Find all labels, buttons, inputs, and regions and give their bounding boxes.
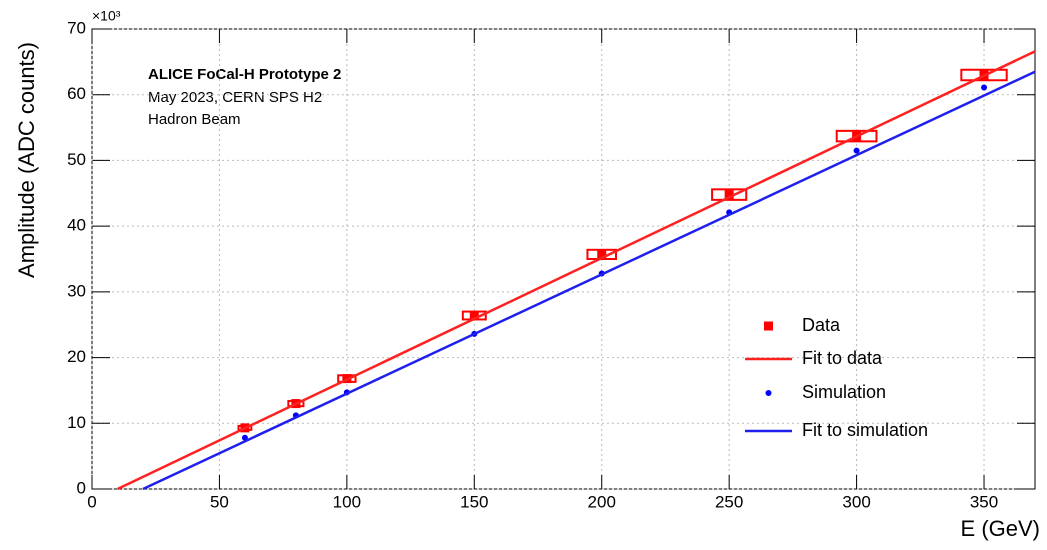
- x-axis-label: E (GeV): [961, 516, 1040, 541]
- legend-label: Simulation: [802, 382, 886, 402]
- legend-label: Fit to data: [802, 348, 883, 368]
- x-tick-label: 0: [87, 492, 96, 511]
- x-tick-label: 150: [460, 492, 488, 511]
- error-box: [835, 129, 878, 143]
- y-tick-label: 0: [77, 478, 86, 497]
- fit-line: [116, 50, 1036, 491]
- data-point: [853, 147, 860, 154]
- y-tick-label: 30: [67, 281, 86, 300]
- error-box: [711, 188, 748, 201]
- error-box: [960, 68, 1008, 82]
- x-tick-label: 200: [588, 492, 616, 511]
- annotation: ALICE FoCal-H Prototype 2: [148, 66, 341, 83]
- data-point: [469, 311, 479, 321]
- annotation: May 2023, CERN SPS H2: [148, 89, 322, 106]
- x-tick-label: 250: [715, 492, 743, 511]
- x-tick-label: 350: [970, 492, 998, 511]
- data-point: [597, 249, 607, 259]
- y-multiplier: ×10³: [92, 8, 121, 24]
- x-tick-label: 100: [333, 492, 361, 511]
- annotation: Hadron Beam: [148, 111, 241, 128]
- x-tick-label: 300: [842, 492, 870, 511]
- legend-label: Data: [802, 315, 841, 335]
- legend-swatch: [765, 390, 772, 396]
- y-tick-label: 40: [67, 216, 86, 235]
- data-point: [724, 190, 734, 200]
- data-point: [981, 84, 988, 91]
- legend-swatch: [764, 321, 773, 331]
- y-tick-label: 10: [67, 413, 86, 432]
- y-tick-label: 60: [67, 84, 86, 103]
- y-axis-label: Amplitude (ADC counts): [14, 42, 39, 278]
- y-tick-label: 50: [67, 150, 86, 169]
- legend-label: Fit to simulation: [802, 420, 928, 440]
- fit-line: [142, 70, 1036, 491]
- x-tick-label: 50: [210, 492, 229, 511]
- y-tick-label: 20: [67, 347, 86, 366]
- y-tick-label: 70: [67, 18, 86, 37]
